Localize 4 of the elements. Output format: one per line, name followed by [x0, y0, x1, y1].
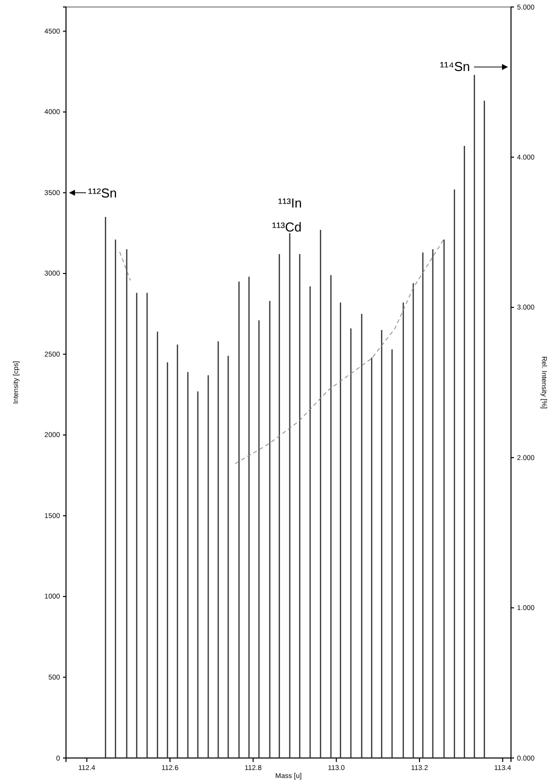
- annotation: ¹¹⁴Sn: [440, 59, 470, 74]
- annotation: ¹¹³In: [278, 195, 302, 210]
- annotation: ¹¹³Cd: [272, 219, 302, 234]
- annotation: ¹¹²Sn: [88, 186, 117, 201]
